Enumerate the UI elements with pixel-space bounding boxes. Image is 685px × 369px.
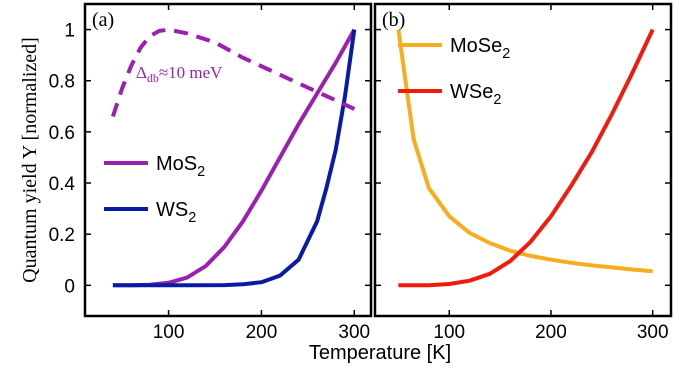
y-axis-title: Quantum yield Y [normalized] — [19, 37, 41, 283]
x-tick-label: 100 — [433, 322, 465, 343]
panel-a: 100 200 30000.20.40.60.81MoS2WS2(a)Δdb≈10 … — [49, 2, 373, 343]
x-tick-label: 200 — [535, 322, 567, 343]
panel-label: (a) — [92, 9, 114, 31]
y-tick-label: 0 — [64, 276, 75, 297]
y-tick-label: 0.6 — [49, 123, 75, 144]
plot-frame — [83, 2, 373, 318]
x-tick-label: 300 — [637, 322, 669, 343]
annotation-delta-value: ≈10 meV — [159, 63, 223, 82]
legend-label-base: WSe — [450, 81, 493, 103]
x-tick-label: 300 — [338, 322, 370, 343]
annotation-delta: Δdb≈10 meV — [136, 63, 223, 85]
x-tick-label: 200 — [246, 322, 278, 343]
x-tick-label: 100 — [153, 322, 185, 343]
legend-label-sub: 2 — [197, 164, 205, 180]
y-tick-label: 0.2 — [49, 225, 75, 246]
series-dashed-fit — [110, 27, 356, 118]
legend-label: WSe2 — [450, 81, 501, 108]
legend-label-base: WS — [156, 199, 188, 221]
x-axis-title: Temperature [K] — [309, 342, 451, 364]
legend-label-sub: 2 — [188, 210, 196, 226]
legend-label-base: MoSe — [450, 35, 502, 57]
legend-label: MoS2 — [156, 153, 205, 180]
annotation-delta-symbol: Δ — [136, 63, 147, 82]
legend-label-sub: 2 — [502, 46, 510, 62]
panel-label: (b) — [382, 9, 405, 31]
series-mose2 — [396, 29, 653, 274]
legend-label-base: MoS — [156, 153, 197, 175]
legend-label: MoSe2 — [450, 35, 510, 62]
y-tick-label: 0.8 — [49, 72, 75, 93]
plot-frame — [373, 2, 673, 318]
y-tick-label: 1 — [64, 21, 75, 42]
series-wse2 — [398, 28, 655, 288]
y-tick-label: 0.4 — [49, 174, 76, 195]
annotation-delta-sub: db — [147, 71, 159, 85]
legend-label: WS2 — [156, 199, 196, 226]
series-ws2 — [112, 29, 357, 288]
legend-label-sub: 2 — [493, 92, 501, 108]
series-mos2 — [112, 28, 357, 288]
